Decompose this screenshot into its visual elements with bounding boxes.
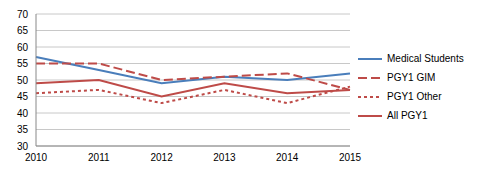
html-text:PGY1 GIM: PGY1 GIM	[387, 72, 436, 83]
svg-text:2012: 2012	[150, 152, 173, 163]
svg-text:65: 65	[17, 25, 29, 36]
svg-text:2015: 2015	[339, 152, 362, 163]
svg-text:2010: 2010	[25, 152, 48, 163]
svg-text:70: 70	[17, 9, 29, 20]
html-text:PGY1 Other: PGY1 Other	[387, 91, 442, 102]
svg-text:60: 60	[17, 42, 29, 53]
html-text:All PGY1: All PGY1	[387, 110, 428, 121]
svg-text:35: 35	[17, 124, 29, 135]
svg-text:55: 55	[17, 58, 29, 69]
html-text:Medical Students: Medical Students	[387, 53, 464, 64]
svg-text:2013: 2013	[213, 152, 236, 163]
svg-text:50: 50	[17, 75, 29, 86]
svg-text:45: 45	[17, 91, 29, 102]
svg-text:2014: 2014	[276, 152, 299, 163]
svg-text:40: 40	[17, 108, 29, 119]
svg-text:2011: 2011	[88, 152, 110, 163]
svg-text:30: 30	[17, 141, 29, 152]
